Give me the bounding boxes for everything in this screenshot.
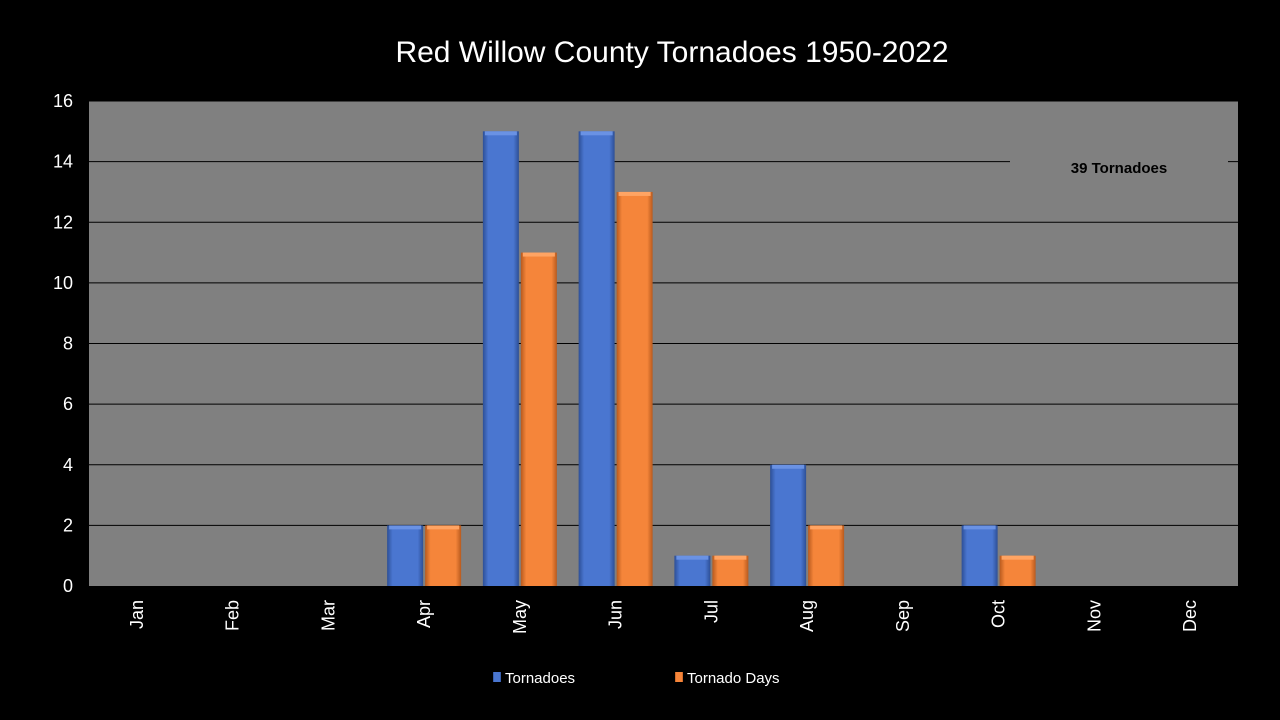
legend-label: Tornadoes xyxy=(505,670,575,687)
x-tick-label: Feb xyxy=(223,600,243,631)
annotation-box xyxy=(1010,151,1228,187)
bar-tornadoes-aug xyxy=(770,464,807,586)
chart-title: Red Willow County Tornadoes 1950-2022 xyxy=(395,36,948,69)
x-tick-label: Jun xyxy=(606,600,626,629)
bar-cap xyxy=(676,555,709,560)
bar-tornado-days-jun xyxy=(616,191,653,586)
y-tick-label: 12 xyxy=(53,212,73,232)
bars xyxy=(387,131,1036,586)
bar-cap xyxy=(618,191,651,196)
bar-tornado-days-jul xyxy=(712,555,749,586)
bar-cap xyxy=(427,525,460,530)
y-tick-label: 16 xyxy=(53,91,73,111)
y-tick-label: 4 xyxy=(63,455,73,475)
y-tick-label: 2 xyxy=(63,515,73,535)
bar-cap xyxy=(484,131,517,136)
bar-tornado-days-aug xyxy=(808,525,845,586)
x-tick-label: Jan xyxy=(127,600,147,629)
x-tick-label: Nov xyxy=(1084,600,1104,632)
y-tick-label: 6 xyxy=(63,394,73,414)
bar-tornado-days-oct xyxy=(999,555,1036,586)
y-axis: 0 2 4 6 8 10 12 14 16 xyxy=(53,91,73,596)
x-tick-label: Apr xyxy=(414,600,434,628)
bar-tornado-days-apr xyxy=(425,525,462,586)
x-tick-label: Sep xyxy=(893,600,913,632)
x-tick-label: Dec xyxy=(1180,600,1200,632)
y-tick-label: 0 xyxy=(63,576,73,596)
legend-swatch xyxy=(493,672,501,682)
bar-tornadoes-jun xyxy=(578,131,615,586)
bar-tornadoes-oct xyxy=(961,525,998,586)
bar-cap xyxy=(714,555,747,560)
bar-cap xyxy=(810,525,843,530)
bar-tornadoes-apr xyxy=(387,525,424,586)
x-tick-label: Mar xyxy=(318,600,338,631)
bar-cap xyxy=(522,252,555,257)
bar-tornadoes-jul xyxy=(674,555,711,586)
bar-cap xyxy=(963,525,996,530)
y-tick-label: 10 xyxy=(53,273,73,293)
bar-cap xyxy=(389,525,422,530)
bar-tornadoes-may xyxy=(482,131,519,586)
x-tick-label: Jul xyxy=(701,600,721,623)
bar-cap xyxy=(772,464,805,469)
y-tick-label: 8 xyxy=(63,334,73,354)
legend-swatch xyxy=(675,672,683,682)
y-tick-label: 14 xyxy=(53,152,73,172)
x-tick-label: Aug xyxy=(797,600,817,632)
bar-cap xyxy=(1001,555,1034,560)
x-axis: Jan Feb Mar Apr May Jun Jul Aug Sep Oct Nov Dec xyxy=(127,600,1200,634)
x-tick-label: May xyxy=(510,600,530,634)
x-tick-label: Oct xyxy=(989,600,1009,628)
bar-cap xyxy=(580,131,613,136)
legend: Tornadoes Tornado Days xyxy=(493,670,780,687)
bar-tornado-days-may xyxy=(520,252,557,586)
legend-label: Tornado Days xyxy=(687,670,780,687)
annotation-text: 39 Tornadoes xyxy=(1071,160,1167,177)
